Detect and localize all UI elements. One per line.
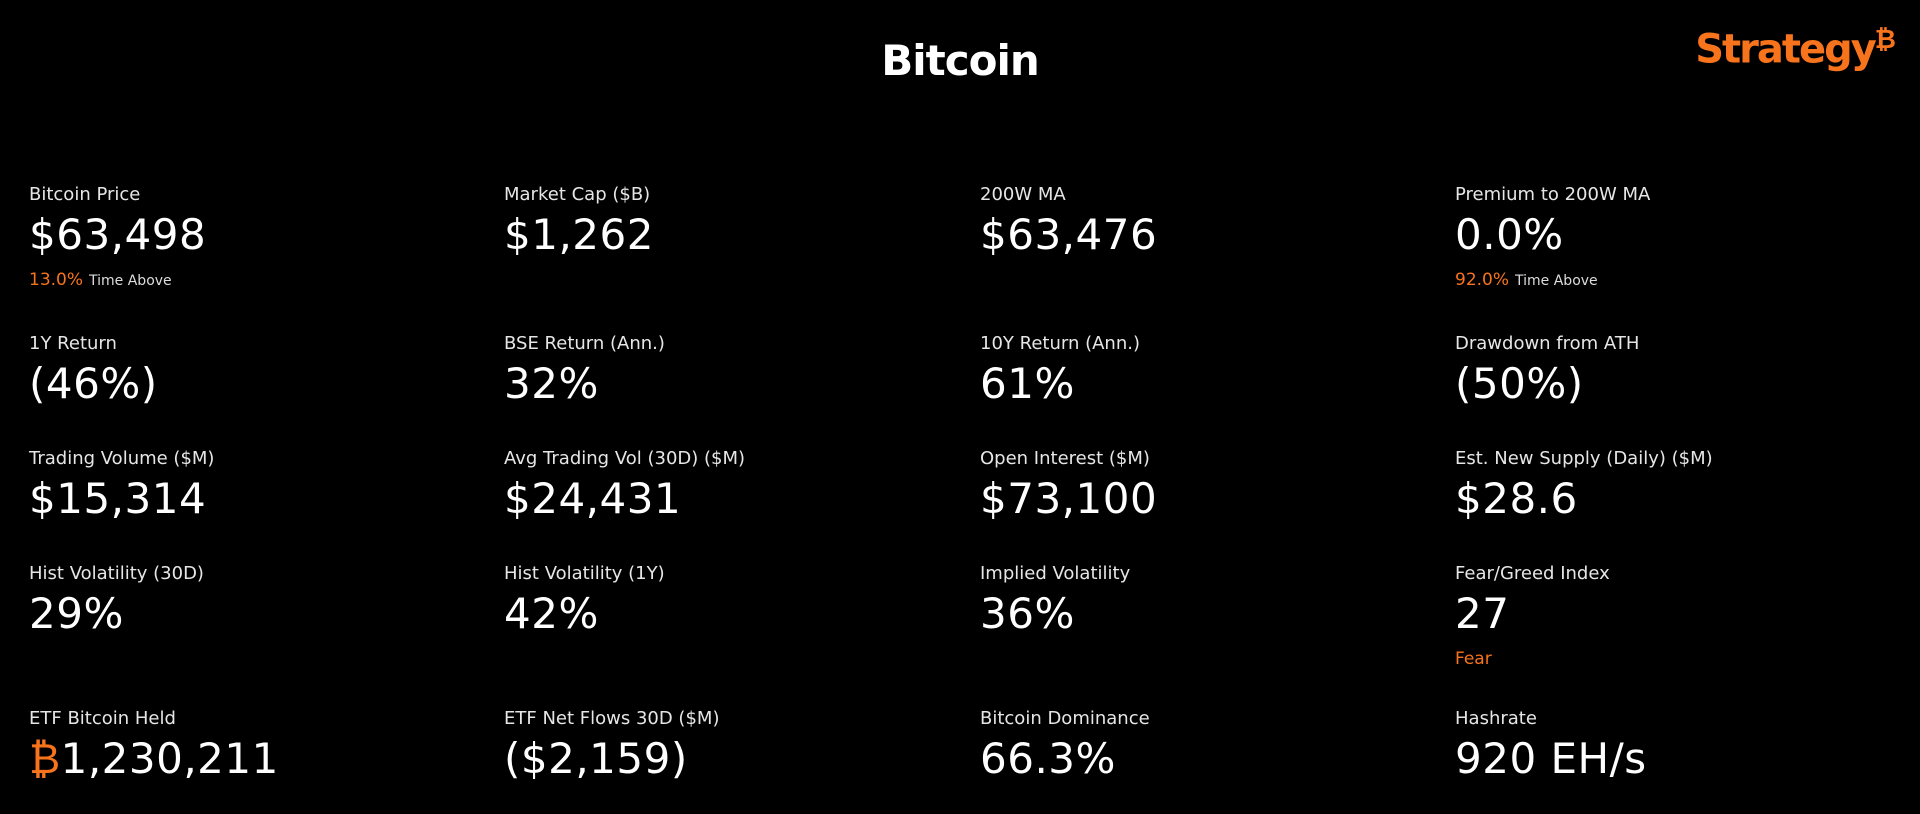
metric-label: Open Interest ($M) <box>980 448 1150 469</box>
metric-value: $15,314 <box>29 474 206 523</box>
value-text: $73,100 <box>980 474 1158 523</box>
value-text: 920 EH/s <box>1455 734 1647 783</box>
note-value: 13.0% <box>29 270 84 290</box>
metric-label: Drawdown from ATH <box>1455 333 1640 354</box>
value-text: 29% <box>29 589 124 638</box>
value-text: 61% <box>980 359 1075 408</box>
metric-value: $63,498 <box>29 210 206 259</box>
value-text: 32% <box>504 359 599 408</box>
metric-value: $73,100 <box>980 474 1157 523</box>
metric-label: Trading Volume ($M) <box>29 448 215 469</box>
metric-label: Hist Volatility (1Y) <box>504 563 665 584</box>
note-value: 92.0% <box>1455 270 1510 290</box>
metric-note: 13.0% Time Above <box>29 270 172 290</box>
metric-value: 61% <box>980 359 1075 408</box>
metric-value: 36% <box>980 589 1075 638</box>
note-label: Time Above <box>1515 273 1598 289</box>
logo-text: Strategy <box>1695 26 1877 73</box>
metric-label: Bitcoin Dominance <box>980 708 1150 729</box>
value-text: $24,431 <box>504 474 682 523</box>
metric-label: 1Y Return <box>29 333 117 354</box>
note-label: Time Above <box>89 273 172 289</box>
metric-note: Fear <box>1455 649 1492 669</box>
metric-label: Implied Volatility <box>980 563 1131 584</box>
metric-value: 66.3% <box>980 734 1116 783</box>
value-text: 36% <box>980 589 1075 638</box>
metric-label: Fear/Greed Index <box>1455 563 1610 584</box>
logo-mark: ₿ <box>1874 25 1896 55</box>
value-text: ($2,159) <box>504 734 688 783</box>
metric-note: 92.0% Time Above <box>1455 270 1598 290</box>
metric-label: Est. New Supply (Daily) ($M) <box>1455 448 1713 469</box>
metric-label: Bitcoin Price <box>29 184 141 205</box>
metric-value: 32% <box>504 359 599 408</box>
metric-label: 200W MA <box>980 184 1066 205</box>
metric-value: $1,262 <box>504 210 654 259</box>
value-text: $28.6 <box>1455 474 1578 523</box>
metric-label: BSE Return (Ann.) <box>504 333 665 354</box>
metric-value: $24,431 <box>504 474 681 523</box>
metric-value: 29% <box>29 589 124 638</box>
metric-label: Avg Trading Vol (30D) ($M) <box>504 448 746 469</box>
value-text: 66.3% <box>980 734 1116 783</box>
metric-label: 10Y Return (Ann.) <box>980 333 1140 354</box>
value-text: 42% <box>504 589 599 638</box>
metric-label: ETF Bitcoin Held <box>29 708 176 729</box>
metric-value: $28.6 <box>1455 474 1578 523</box>
metric-value: 42% <box>504 589 599 638</box>
metric-value: (50%) <box>1455 359 1584 408</box>
metric-value: 27 <box>1455 589 1509 638</box>
value-text: $1,262 <box>504 210 654 259</box>
metric-label: Premium to 200W MA <box>1455 184 1651 205</box>
bitcoin-symbol: ₿ <box>29 734 61 783</box>
value-text: 0.0% <box>1455 210 1564 259</box>
value-text: $63,476 <box>980 210 1158 259</box>
metric-label: Market Cap ($B) <box>504 184 651 205</box>
value-text: 27 <box>1455 589 1510 638</box>
value-text: (46%) <box>29 359 158 408</box>
note-value: Fear <box>1455 649 1492 669</box>
metric-value: ($2,159) <box>504 734 688 783</box>
value-text: $15,314 <box>29 474 207 523</box>
page-title: Bitcoin <box>881 36 1040 85</box>
value-text: $63,498 <box>29 210 207 259</box>
logo: Strategy₿ <box>1695 24 1896 73</box>
metric-value: (46%) <box>29 359 158 408</box>
value-text: 1,230,211 <box>60 734 279 783</box>
metric-value: 920 EH/s <box>1455 734 1647 783</box>
metric-value: $63,476 <box>980 210 1157 259</box>
metric-label: Hist Volatility (30D) <box>29 563 204 584</box>
value-text: (50%) <box>1455 359 1584 408</box>
metric-label: ETF Net Flows 30D ($M) <box>504 708 720 729</box>
metric-value: ₿1,230,211 <box>29 734 279 783</box>
metric-label: Hashrate <box>1455 708 1537 729</box>
metric-value: 0.0% <box>1455 210 1564 259</box>
